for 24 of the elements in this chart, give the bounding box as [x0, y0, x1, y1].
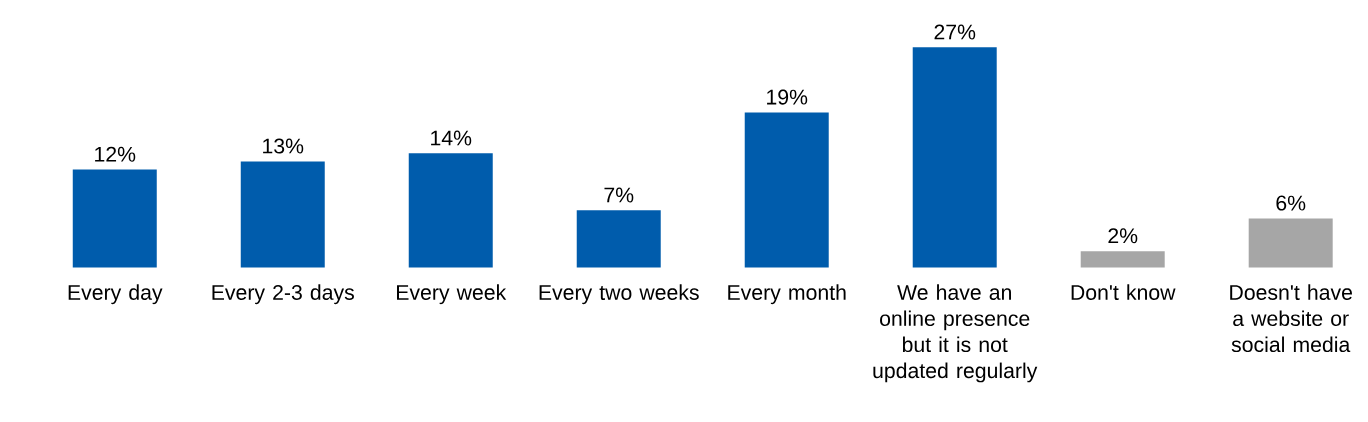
bar	[1080, 251, 1165, 268]
x-tick-label: Every two weeks	[539, 284, 699, 305]
bar	[576, 210, 661, 268]
x-tick-label: Every day	[68, 284, 163, 305]
bar	[408, 153, 493, 268]
x-tick-label: Every 2-3 days	[212, 284, 354, 305]
data-label: 6%	[1276, 195, 1306, 211]
data-label: 19%	[767, 89, 808, 105]
bar	[240, 161, 325, 268]
data-label: 7%	[604, 187, 634, 203]
x-tick-label: We have an online presence but it is not updated regularly	[873, 284, 1038, 383]
bar	[744, 112, 829, 268]
x-tick-label: Every week	[397, 284, 507, 305]
bar	[1248, 218, 1333, 268]
bar	[912, 47, 997, 268]
data-label: 14%	[431, 130, 472, 146]
bar	[72, 169, 157, 268]
x-tick-label: Every month	[728, 284, 846, 305]
data-label: 12%	[95, 146, 136, 162]
data-label: 2%	[1108, 228, 1138, 244]
data-label: 13%	[263, 138, 304, 154]
x-tick-label: Doesn't have a website or social media	[1230, 284, 1352, 353]
data-label: 27%	[934, 24, 976, 40]
x-tick-label: Don't know	[1071, 284, 1176, 301]
